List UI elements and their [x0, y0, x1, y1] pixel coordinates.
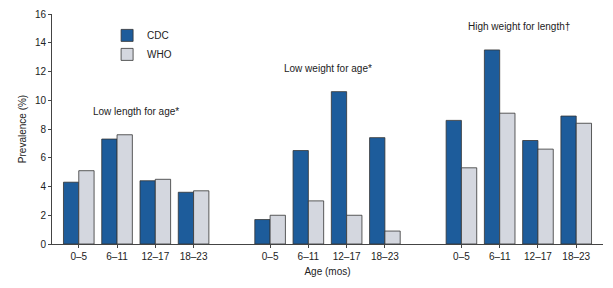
- svg-text:12–17: 12–17: [524, 251, 552, 262]
- svg-text:16: 16: [35, 9, 47, 20]
- svg-text:Age (mos): Age (mos): [304, 266, 350, 277]
- svg-text:Low length for age*: Low length for age*: [93, 106, 179, 117]
- svg-text:12: 12: [35, 66, 47, 77]
- svg-text:0–5: 0–5: [70, 251, 87, 262]
- svg-text:0–5: 0–5: [262, 251, 279, 262]
- svg-text:18–23: 18–23: [562, 251, 590, 262]
- svg-text:4: 4: [40, 181, 46, 192]
- svg-text:CDC: CDC: [147, 30, 169, 41]
- svg-text:6–11: 6–11: [489, 251, 511, 262]
- svg-text:0: 0: [40, 239, 46, 250]
- svg-text:6–11: 6–11: [298, 251, 320, 262]
- svg-text:6–11: 6–11: [106, 251, 128, 262]
- svg-text:Prevalence (%): Prevalence (%): [17, 95, 28, 163]
- svg-text:12–17: 12–17: [141, 251, 169, 262]
- svg-text:Low weight for age*: Low weight for age*: [284, 63, 372, 74]
- svg-text:2: 2: [40, 210, 46, 221]
- svg-text:6: 6: [40, 152, 46, 163]
- svg-text:12–17: 12–17: [333, 251, 361, 262]
- svg-text:18–23: 18–23: [180, 251, 208, 262]
- svg-text:WHO: WHO: [147, 49, 172, 60]
- svg-text:High weight for length†: High weight for length†: [468, 21, 570, 32]
- svg-text:8: 8: [40, 124, 46, 135]
- svg-text:18–23: 18–23: [371, 251, 399, 262]
- svg-text:10: 10: [35, 95, 47, 106]
- svg-text:14: 14: [35, 37, 47, 48]
- svg-text:0–5: 0–5: [453, 251, 470, 262]
